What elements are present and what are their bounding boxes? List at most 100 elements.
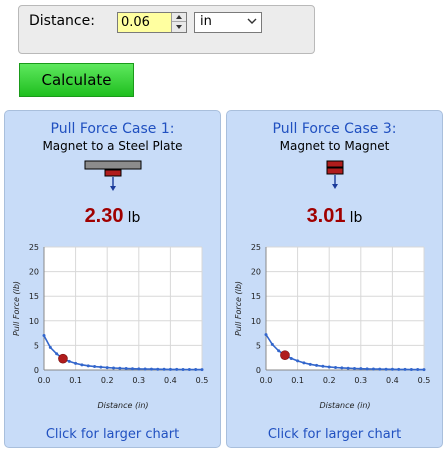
chart0-point: [55, 352, 59, 356]
chart1-point: [277, 349, 281, 353]
chart1-x-axis-label: Distance (in): [319, 401, 370, 410]
chart1-point: [270, 342, 274, 346]
chart0-current-point: [58, 353, 68, 364]
chart0-point: [149, 367, 153, 371]
chart0-y-tick-label: 20: [29, 268, 39, 277]
chart1-y-tick-label: 10: [251, 317, 261, 326]
distance-spinner[interactable]: [171, 13, 186, 32]
case3-larger-chart-link[interactable]: Click for larger chart: [267, 427, 402, 442]
chart1-x-tick-label: 0.4: [386, 376, 399, 385]
chart0-point: [42, 334, 46, 338]
chart1-point: [397, 367, 401, 371]
chart0-point: [124, 367, 128, 371]
chart0-y-tick-label: 10: [29, 317, 39, 326]
chart0-point: [105, 366, 109, 370]
chart1-point: [321, 364, 325, 368]
chart1-plot-area: [266, 247, 424, 370]
case1-value: 2.30: [84, 205, 124, 227]
chart1-point: [416, 368, 420, 372]
chart1-x-tick-label: 0.3: [354, 376, 367, 385]
chart1-x-tick-label: 0.5: [418, 376, 431, 385]
distance-panel: Distance: in: [18, 5, 315, 54]
chart0-y-tick-label: 25: [29, 243, 39, 252]
chart0-point: [67, 359, 71, 363]
chart0-point: [74, 361, 78, 365]
chart1-point: [289, 356, 293, 360]
chart1-point: [384, 367, 388, 371]
chart1-point: [334, 365, 338, 369]
case3-panel: Pull Force Case 3: Magnet to Magnet 3.01…: [226, 110, 443, 448]
chart0-point: [48, 345, 52, 349]
chart0-point: [200, 368, 204, 372]
chart1-point: [359, 367, 363, 371]
case3-subtitle: Magnet to Magnet: [279, 139, 390, 153]
chart0-point: [80, 363, 84, 367]
case3-chart[interactable]: 0.0 0.1 0.2 0.3 0.4 0.5 0 5 10 15 20 25 Distance (in…: [227, 234, 444, 419]
case3-result: 3.01 lb: [227, 205, 442, 228]
chart1-point: [302, 361, 306, 365]
case1-title: Pull Force Case 1:: [50, 121, 175, 137]
chart0-x-tick-label: 0.2: [101, 376, 114, 385]
chart0-point: [175, 367, 179, 371]
chevron-down-icon: [247, 18, 257, 24]
chart0-point: [118, 366, 122, 370]
chart1-point: [403, 367, 407, 371]
chart1-point: [371, 367, 375, 371]
chart1-point: [346, 366, 350, 370]
chart1-point: [352, 366, 356, 370]
chart0-y-tick-label: 0: [34, 366, 39, 375]
case1-panel: Pull Force Case 1: Magnet to a Steel Pla…: [4, 110, 221, 448]
chart0-point: [168, 367, 172, 371]
chart0-x-tick-label: 0.1: [69, 376, 82, 385]
chart1-x-tick-label: 0.0: [260, 376, 273, 385]
case1-larger-chart-link[interactable]: Click for larger chart: [45, 427, 180, 442]
chart1-point: [365, 367, 369, 371]
case1-unit: lb: [127, 210, 141, 226]
spinner-down-icon[interactable]: [172, 22, 186, 31]
chart1-point: [315, 363, 319, 367]
chart1-x-tick-label: 0.1: [291, 376, 304, 385]
chart0-point: [130, 367, 134, 371]
chart1-y-tick-label: 20: [251, 268, 261, 277]
distance-field[interactable]: [117, 12, 187, 33]
distance-input[interactable]: [118, 13, 170, 32]
case1-subtitle: Magnet to a Steel Plate: [42, 139, 183, 153]
distance-label: Distance:: [29, 13, 95, 29]
chart1-current-point: [280, 350, 290, 360]
chart0-x-tick-label: 0.5: [196, 376, 209, 385]
chart1-y-tick-label: 0: [256, 366, 261, 375]
magnet-steel-plate-icon: [5, 159, 220, 195]
chart0-point: [181, 367, 185, 371]
chart0-y-tick-label: 15: [29, 292, 39, 301]
chart0-point: [194, 368, 198, 372]
chart0-point: [156, 367, 160, 371]
case3-title: Pull Force Case 3:: [272, 121, 397, 137]
calculate-button[interactable]: Calculate: [19, 63, 134, 97]
chart1-x-tick-label: 0.2: [323, 376, 336, 385]
chart1-point: [296, 359, 300, 363]
chart0-point: [162, 367, 166, 371]
chart0-point: [143, 367, 147, 371]
chart1-point: [390, 367, 394, 371]
chart0-point: [93, 365, 97, 369]
chart1-point: [378, 367, 382, 371]
chart1-point: [340, 366, 344, 370]
chart0-point: [112, 366, 116, 370]
chart1-y-axis-label: Pull Force (lb): [234, 281, 243, 336]
chart0-point: [86, 364, 90, 368]
case1-result: 2.30 lb: [5, 205, 220, 228]
chart1-point: [409, 368, 413, 372]
chart0-x-tick-label: 0.0: [38, 376, 51, 385]
case1-chart[interactable]: 0.0 0.1 0.2 0.3 0.4 0.5 0 5 10 15 20 25 Distance (in…: [5, 234, 222, 419]
chart0-y-axis-label: Pull Force (lb): [12, 281, 21, 336]
chart1-y-tick-label: 15: [251, 292, 261, 301]
chart0-plot-area: [44, 247, 202, 370]
unit-select[interactable]: in: [194, 12, 262, 33]
chart0-point: [99, 365, 103, 369]
magnet-to-magnet-icon: [227, 159, 442, 195]
chart0-point: [137, 367, 141, 371]
chart0-y-tick-label: 5: [34, 341, 39, 350]
spinner-up-icon[interactable]: [172, 13, 186, 22]
chart0-x-tick-label: 0.3: [132, 376, 145, 385]
chart0-x-tick-label: 0.4: [164, 376, 177, 385]
